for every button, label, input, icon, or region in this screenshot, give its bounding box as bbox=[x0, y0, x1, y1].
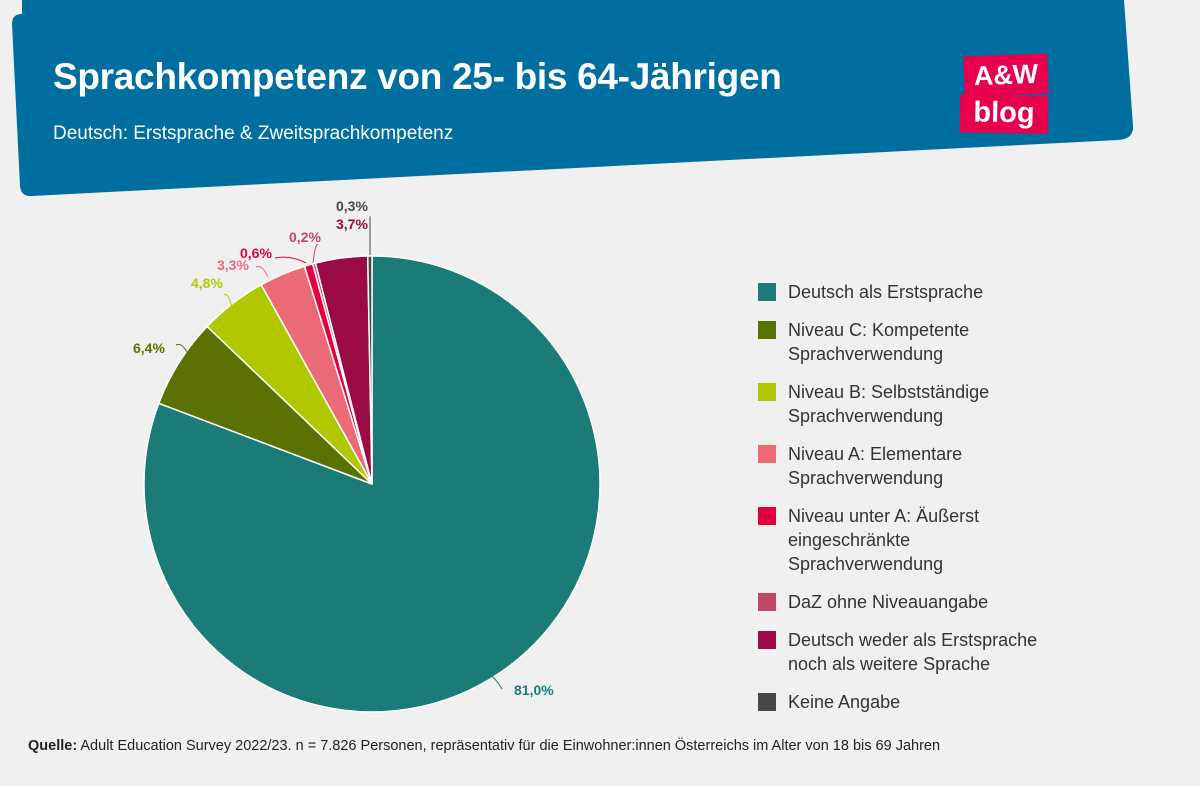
legend-swatch-7 bbox=[758, 631, 776, 649]
legend-item-4: Niveau A: Elementare Sprachverwendung bbox=[758, 442, 1178, 490]
data-label-6: 0,2% bbox=[289, 229, 321, 245]
chart-title: Sprachkompetenz von 25- bis 64-Jährigen bbox=[53, 56, 782, 97]
legend-item-3: Niveau B: Selbstständige Sprachverwendun… bbox=[758, 380, 1178, 428]
data-label-5: 0,6% bbox=[240, 245, 272, 261]
aw-blog-logo[interactable]: A&W blog bbox=[958, 53, 1053, 135]
legend-label-8: Keine Angabe bbox=[788, 692, 901, 712]
legend-item-6: DaZ ohne Niveauangabe bbox=[758, 590, 1178, 614]
legend-swatch-1 bbox=[758, 283, 776, 301]
legend-item-2: Niveau C: Kompetente Sprachverwendung bbox=[758, 318, 1178, 366]
pie-slice-8 bbox=[366, 255, 373, 485]
leader-line-1 bbox=[479, 672, 503, 690]
chart-subtitle: Deutsch: Erstsprache & Zweitsprachkompet… bbox=[53, 123, 454, 144]
logo-top-text: A&W bbox=[963, 53, 1049, 97]
legend-item-7: Deutsch weder als Erstsprache noch als w… bbox=[758, 628, 1178, 676]
leader-line-6 bbox=[312, 244, 319, 264]
chart-legend: Deutsch als Erstsprache Niveau C: Kompete… bbox=[758, 280, 1178, 728]
legend-label-5: Niveau unter A: Äußerst eingeschränkte S… bbox=[788, 506, 980, 574]
legend-swatch-2 bbox=[758, 321, 776, 339]
leader-line-5 bbox=[274, 256, 307, 264]
leader-line-4 bbox=[255, 266, 269, 278]
legend-swatch-4 bbox=[758, 445, 776, 463]
legend-label-2: Niveau C: Kompetente Sprachverwendung bbox=[788, 320, 970, 364]
legend-item-8: Keine Angabe bbox=[758, 690, 1178, 714]
data-label-2: 6,4% bbox=[133, 340, 165, 356]
legend-swatch-3 bbox=[758, 383, 776, 401]
legend-swatch-6 bbox=[758, 593, 776, 611]
leader-line-2 bbox=[175, 343, 189, 355]
pie-chart: 81,0% 6,4% 4,8% 3,3%0,6% 0,2% 3,7% 0,3% bbox=[133, 198, 601, 713]
legend-item-5: Niveau unter A: Äußerst eingeschränkte S… bbox=[758, 504, 1178, 576]
data-label-4: 3,3% bbox=[217, 257, 249, 273]
data-label-1: 81,0% bbox=[514, 682, 554, 698]
source-label: Quelle: bbox=[28, 738, 78, 754]
legend-label-1: Deutsch als Erstsprache bbox=[788, 282, 984, 302]
header-band: Sprachkompetenz von 25- bis 64-Jährigen … bbox=[0, 0, 1200, 205]
data-label-7: 3,7% bbox=[336, 216, 368, 232]
legend-label-3: Niveau B: Selbstständige Sprachverwendun… bbox=[788, 382, 990, 426]
header-background bbox=[12, 0, 1134, 197]
legend-item-1: Deutsch als Erstsprache bbox=[758, 280, 1178, 304]
source-text: Adult Education Survey 2022/23. n = 7.82… bbox=[80, 738, 941, 754]
data-label-8: 0,3% bbox=[336, 198, 368, 214]
legend-label-6: DaZ ohne Niveauangabe bbox=[788, 592, 989, 612]
legend-label-4: Niveau A: Elementare Sprachverwendung bbox=[788, 444, 963, 488]
logo-bottom-text: blog bbox=[959, 94, 1049, 134]
legend-label-7: Deutsch weder als Erstsprache noch als w… bbox=[788, 630, 1038, 674]
data-label-3: 4,8% bbox=[191, 275, 223, 291]
source-note: Quelle: Adult Education Survey 2022/23. … bbox=[28, 738, 940, 754]
legend-swatch-8 bbox=[758, 693, 776, 711]
leader-line-3 bbox=[223, 294, 233, 308]
legend-swatch-5 bbox=[758, 507, 776, 525]
